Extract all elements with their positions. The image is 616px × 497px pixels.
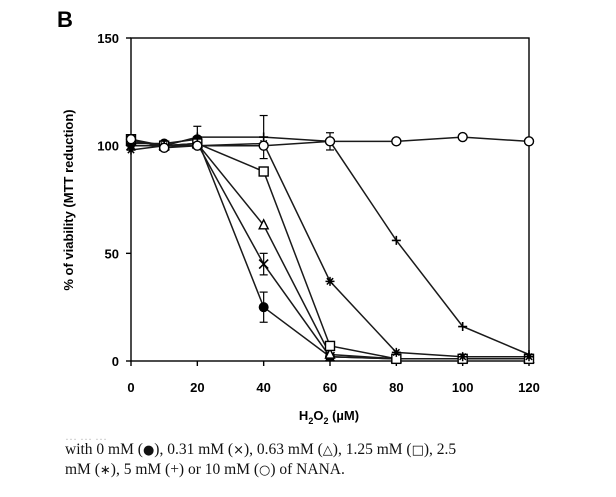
x-tick-label: 40 <box>256 380 270 395</box>
caption-symbol-asterisk: ∗ <box>99 463 111 478</box>
data-point <box>258 218 270 230</box>
caption-symbol-filled-circle: ● <box>142 443 155 458</box>
x-tick-label: 0 <box>127 380 134 395</box>
caption-part: ), 2.5 <box>423 441 457 458</box>
series-line <box>131 138 529 360</box>
figure-caption: with 0 mM (●), 0.31 mM (×), 0.63 mM (△),… <box>65 440 610 480</box>
data-point <box>258 166 269 177</box>
x-axis-title: H2O2 (µM) <box>299 408 359 426</box>
y-tick-label: 50 <box>105 246 119 261</box>
caption-part: ), 1.25 mM ( <box>332 441 412 458</box>
series-line <box>130 138 529 360</box>
caption-part: mM ( <box>65 461 100 478</box>
panel-label: B <box>57 7 73 32</box>
x-tick-label: 60 <box>323 380 337 395</box>
data-point <box>325 276 335 286</box>
series-line <box>131 142 529 360</box>
x-axis-title-h: H <box>299 408 308 423</box>
data-point <box>324 347 336 359</box>
y-tick-label: 150 <box>97 31 119 46</box>
data-point <box>324 340 336 352</box>
data-point <box>457 131 468 143</box>
x-axis-title-o: O <box>313 408 323 423</box>
x-axis-title-unit: (µM) <box>328 408 359 423</box>
plot-frame <box>130 37 530 362</box>
data-point <box>391 235 401 245</box>
data-point <box>259 132 269 142</box>
data-point <box>258 259 269 270</box>
data-point <box>391 136 402 147</box>
caption-part: ) of NANA. <box>270 461 345 478</box>
x-tick-label: 100 <box>452 380 474 395</box>
y-tick-label: 0 <box>112 354 119 369</box>
y-axis-title: % of viability (MTT reduction) <box>61 109 76 290</box>
y-tick-label: 100 <box>97 139 119 154</box>
series-line <box>130 142 529 358</box>
data-point <box>524 350 534 360</box>
data-point <box>125 134 137 145</box>
x-tick-label: 120 <box>518 380 540 395</box>
x-axis-title-sub1: 2 <box>308 416 313 426</box>
plot-area: 0 50 100 150 0 20 40 60 80 100 120 <box>97 31 540 395</box>
series-line <box>131 136 530 356</box>
series-line <box>130 136 530 149</box>
caption-part: ), 0.31 mM ( <box>154 441 234 458</box>
caption-faded-line: … … … <box>65 429 107 443</box>
data-point <box>523 136 535 147</box>
data-point <box>158 142 170 154</box>
x-axis-title-sub2: 2 <box>323 416 328 426</box>
x-tick-label: 80 <box>389 380 403 395</box>
data-point <box>192 132 202 142</box>
x-tick-label: 20 <box>190 380 204 395</box>
series-line <box>130 140 529 360</box>
data-point <box>458 322 468 332</box>
caption-symbol-square: □ <box>411 443 424 458</box>
data-point <box>258 302 269 313</box>
caption-symbol-triangle: △ <box>322 443 333 458</box>
data-point <box>458 352 468 362</box>
caption-part: ), 0.63 mM ( <box>243 441 323 458</box>
caption-symbol-x: × <box>233 443 244 458</box>
data-point <box>391 347 401 357</box>
data-point <box>192 140 203 151</box>
data-point <box>324 136 336 147</box>
caption-part: with 0 mM ( <box>65 441 143 458</box>
caption-part: ), 5 mM (+) or 10 mM ( <box>110 461 260 478</box>
data-point <box>258 140 269 151</box>
caption-symbol-open-circle: ○ <box>259 463 271 478</box>
